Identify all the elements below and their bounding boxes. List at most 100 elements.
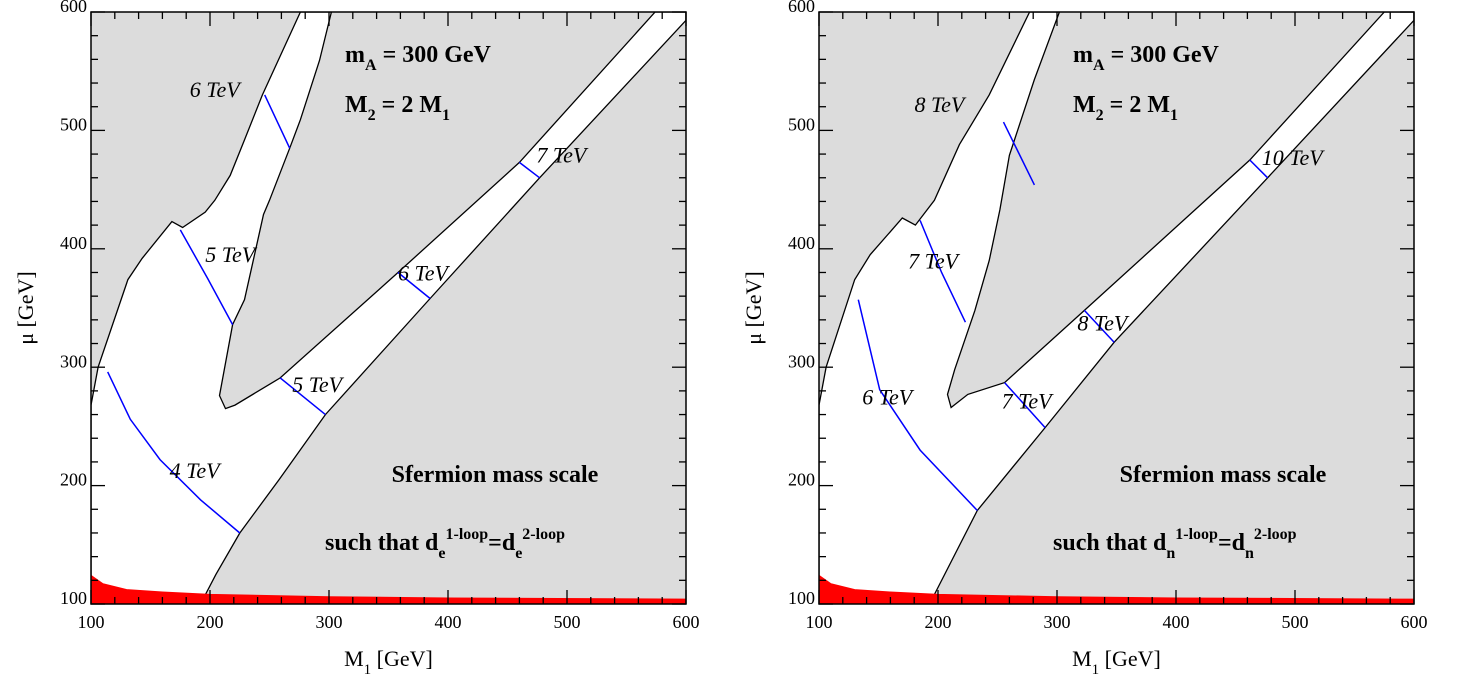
text-segment: A [1093, 57, 1105, 74]
contour-line [1083, 309, 1115, 343]
x-tick-label: 100 [78, 612, 105, 632]
x-tick-label: 600 [673, 612, 700, 632]
contour-line [264, 94, 291, 149]
contour-label: 6 TeV [862, 385, 914, 410]
region [819, 12, 1414, 604]
x-tick-label: 400 [435, 612, 462, 632]
y-tick-label: 100 [788, 588, 815, 608]
y-tick-label: 300 [60, 351, 87, 371]
y-tick-label: 600 [788, 0, 815, 16]
annotation: Sfermion mass scale [1120, 462, 1327, 488]
y-axis-label: μ [GeV] [741, 271, 766, 345]
y-tick-label: 100 [60, 588, 87, 608]
text-segment: 1-loop [1175, 526, 1218, 543]
x-tick-label: 600 [1401, 612, 1428, 632]
x-tick-label: 500 [554, 612, 581, 632]
contour-label: 6 TeV [190, 77, 242, 102]
contour-line [857, 299, 978, 512]
x-tick-label: 100 [806, 612, 833, 632]
annotation: mA = 300 GeV [345, 42, 492, 74]
text-segment: = 300 GeV [377, 42, 492, 68]
x-tick-label: 200 [197, 612, 224, 632]
text-segment: 1 [1170, 107, 1178, 124]
contour-label: 10 TeV [1262, 145, 1325, 170]
y-tick-label: 600 [60, 0, 87, 16]
text-segment: Sfermion mass scale [392, 462, 599, 488]
annotation: mA = 300 GeV [1073, 42, 1220, 74]
text-segment: M [1073, 92, 1096, 118]
text-segment: =d [1218, 530, 1246, 556]
text-segment: 2-loop [522, 526, 565, 543]
contour-label: 4 TeV [170, 458, 222, 483]
text-segment: 2 [368, 107, 376, 124]
y-tick-label: 200 [60, 470, 87, 490]
text-segment: μ [GeV] [13, 271, 38, 345]
contour-label: 8 TeV [1077, 310, 1129, 335]
contour-line [397, 271, 431, 300]
y-tick-label: 200 [788, 470, 815, 490]
text-segment: A [365, 57, 377, 74]
text-segment: m [345, 42, 365, 68]
x-axis-label: M1 [GeV] [1072, 646, 1161, 678]
text-segment: = 2 M [376, 92, 442, 118]
contour-label: 5 TeV [205, 242, 257, 267]
region [91, 12, 686, 604]
x-axis-label: M1 [GeV] [344, 646, 433, 678]
x-tick-label: 300 [1044, 612, 1071, 632]
contour-line [518, 161, 541, 179]
annotation: M2 = 2 M1 [1073, 92, 1178, 124]
text-segment: 1 [442, 107, 450, 124]
y-tick-label: 500 [788, 115, 815, 135]
x-tick-label: 200 [925, 612, 952, 632]
contour-line [1004, 382, 1046, 429]
contour-line [279, 377, 326, 416]
text-segment: Sfermion mass scale [1120, 462, 1327, 488]
annotation: such that de1-loop=de2-loop [325, 526, 565, 562]
x-tick-label: 300 [316, 612, 343, 632]
text-segment: m [1073, 42, 1093, 68]
contour-line [1002, 121, 1036, 186]
text-segment: 2-loop [1254, 526, 1297, 543]
text-segment: 1 [1092, 662, 1100, 678]
contour-line [919, 220, 967, 323]
text-segment: = 300 GeV [1105, 42, 1220, 68]
text-segment: μ [GeV] [741, 271, 766, 345]
contour-label: 7 TeV [536, 142, 588, 167]
text-segment: = 2 M [1104, 92, 1170, 118]
text-segment: such that d [1053, 530, 1167, 556]
text-segment: M [345, 92, 368, 118]
text-segment: e [438, 545, 445, 562]
contour-label: 7 TeV [908, 248, 960, 273]
contour-line [107, 371, 241, 534]
annotation: Sfermion mass scale [392, 462, 599, 488]
contour-line [1249, 159, 1269, 179]
text-segment: 1 [364, 662, 372, 678]
text-segment: 1-loop [445, 526, 488, 543]
x-tick-label: 400 [1163, 612, 1190, 632]
contour-label: 5 TeV [292, 372, 344, 397]
plot-area [819, 12, 1414, 604]
text-segment: [GeV] [371, 646, 433, 671]
text-segment: M [344, 646, 364, 671]
annotation: M2 = 2 M1 [345, 92, 450, 124]
contour-label: 6 TeV [398, 260, 450, 285]
text-segment: 2 [1096, 107, 1104, 124]
plot-area [91, 12, 686, 604]
text-segment: [GeV] [1099, 646, 1161, 671]
text-segment: e [515, 545, 522, 562]
text-segment: such that d [325, 530, 439, 556]
contour-line [179, 229, 234, 325]
contour-label: 8 TeV [914, 92, 966, 117]
y-tick-label: 400 [60, 233, 87, 253]
y-axis-label: μ [GeV] [13, 271, 38, 345]
x-tick-label: 500 [1282, 612, 1309, 632]
text-segment: =d [488, 530, 516, 556]
text-segment: n [1245, 545, 1254, 562]
text-segment: M [1072, 646, 1092, 671]
annotation: such that dn1-loop=dn2-loop [1053, 526, 1297, 562]
y-tick-label: 400 [788, 233, 815, 253]
plot-frame [90, 11, 687, 605]
plot-frame [818, 11, 1415, 605]
